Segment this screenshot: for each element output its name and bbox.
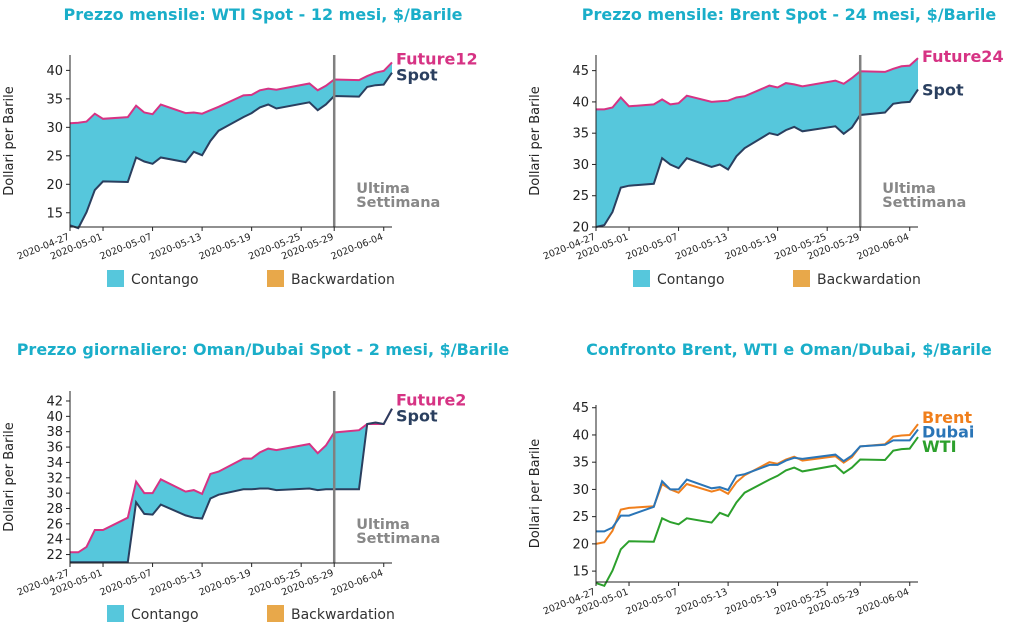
chart-panel-3: Prezzo giornaliero: Oman/Dubai Spot - 2 … bbox=[2, 340, 509, 623]
x-tick-label: 2020-05-13 bbox=[148, 568, 203, 599]
spot-label: Spot bbox=[396, 66, 438, 85]
series-label-wti: WTI bbox=[922, 437, 957, 456]
y-tick-label: 30 bbox=[572, 158, 589, 173]
legend-label-backwardation: Backwardation bbox=[291, 272, 395, 288]
legend-label-backwardation: Backwardation bbox=[817, 272, 921, 288]
y-tick-label: 15 bbox=[572, 565, 589, 580]
x-tick-label: 2020-06-04 bbox=[856, 587, 911, 618]
y-tick-label: 35 bbox=[46, 92, 63, 107]
y-tick-label: 45 bbox=[572, 64, 589, 79]
y-tick-label: 15 bbox=[46, 206, 63, 221]
y-tick-label: 42 bbox=[46, 394, 63, 409]
y-tick-label: 40 bbox=[572, 428, 589, 443]
chart-title: Prezzo giornaliero: Oman/Dubai Spot - 2 … bbox=[17, 340, 510, 359]
legend-swatch-backwardation bbox=[267, 270, 284, 287]
y-tick-label: 25 bbox=[572, 510, 589, 525]
y-axis-label: Dollari per Barile bbox=[528, 86, 543, 195]
legend-swatch-contango bbox=[633, 270, 650, 287]
y-tick-label: 40 bbox=[46, 410, 63, 425]
y-tick-label: 30 bbox=[572, 483, 589, 498]
contango-area bbox=[596, 58, 918, 227]
x-tick-label: 2020-06-04 bbox=[856, 232, 911, 263]
y-tick-label: 45 bbox=[572, 401, 589, 416]
x-tick-label: 2020-05-07 bbox=[624, 232, 679, 263]
x-tick-label: 2020-05-19 bbox=[197, 568, 252, 599]
series-line-dubai bbox=[596, 428, 919, 533]
y-tick-label: 36 bbox=[46, 441, 63, 456]
series-label-brent: Brent bbox=[922, 408, 972, 427]
y-axis-label: Dollari per Barile bbox=[528, 439, 543, 548]
spot-line bbox=[69, 72, 393, 230]
x-tick-label: 2020-05-19 bbox=[723, 232, 778, 263]
y-tick-label: 28 bbox=[46, 502, 63, 517]
y-tick-label: 30 bbox=[46, 487, 63, 502]
y-tick-label: 38 bbox=[46, 425, 63, 440]
annotation-line-2: Settimana bbox=[356, 195, 440, 211]
future-label: Future2 bbox=[396, 391, 466, 410]
future-line bbox=[69, 61, 393, 125]
x-tick-label: 2020-05-13 bbox=[674, 587, 729, 618]
spot-label: Spot bbox=[396, 407, 438, 426]
future-label: Future12 bbox=[396, 50, 478, 69]
y-tick-label: 35 bbox=[572, 456, 589, 471]
y-tick-label: 40 bbox=[46, 64, 63, 79]
y-tick-label: 25 bbox=[572, 189, 589, 204]
legend-swatch-contango bbox=[107, 270, 124, 287]
x-tick-label: 2020-05-19 bbox=[723, 587, 778, 618]
chart-panel-1: Prezzo mensile: WTI Spot - 12 mesi, $/Ba… bbox=[2, 5, 478, 288]
chart-title: Prezzo mensile: Brent Spot - 24 mesi, $/… bbox=[582, 5, 997, 24]
legend-swatch-contango bbox=[107, 605, 124, 622]
spot-line bbox=[70, 408, 393, 564]
chart-title: Prezzo mensile: WTI Spot - 12 mesi, $/Ba… bbox=[63, 5, 462, 24]
y-tick-label: 20 bbox=[572, 221, 589, 236]
y-tick-label: 22 bbox=[46, 548, 63, 563]
legend-label-backwardation: Backwardation bbox=[291, 607, 395, 623]
x-tick-label: 2020-05-07 bbox=[624, 587, 679, 618]
x-tick-label: 2020-06-04 bbox=[330, 232, 385, 263]
y-tick-label: 40 bbox=[572, 95, 589, 110]
y-axis-label: Dollari per Barile bbox=[2, 422, 17, 531]
annotation-line-1: Ultima bbox=[882, 181, 936, 197]
series-label-dubai: Dubai bbox=[922, 423, 974, 442]
x-tick-label: 2020-05-13 bbox=[148, 232, 203, 263]
y-tick-label: 26 bbox=[46, 517, 63, 532]
y-tick-label: 30 bbox=[46, 121, 63, 136]
future-line bbox=[70, 408, 393, 554]
annotation-line-1: Ultima bbox=[356, 181, 410, 197]
y-tick-label: 35 bbox=[572, 127, 589, 142]
chart-panel-4: Confronto Brent, WTI e Oman/Dubai, $/Bar… bbox=[528, 340, 992, 617]
y-tick-label: 20 bbox=[572, 537, 589, 552]
y-tick-label: 24 bbox=[46, 533, 63, 548]
y-tick-label: 32 bbox=[46, 471, 63, 486]
x-tick-label: 2020-05-07 bbox=[98, 568, 153, 599]
annotation-line-2: Settimana bbox=[356, 531, 440, 547]
y-tick-label: 20 bbox=[46, 178, 63, 193]
y-tick-label: 34 bbox=[46, 456, 63, 471]
y-axis-label: Dollari per Barile bbox=[2, 86, 17, 195]
legend-label-contango: Contango bbox=[131, 607, 199, 623]
future-label: Future24 bbox=[922, 47, 1004, 66]
x-tick-label: 2020-06-04 bbox=[330, 568, 385, 599]
annotation-line-2: Settimana bbox=[882, 195, 966, 211]
y-tick-label: 25 bbox=[46, 149, 63, 164]
chart-panel-2: Prezzo mensile: Brent Spot - 24 mesi, $/… bbox=[528, 5, 1004, 288]
x-tick-label: 2020-05-13 bbox=[674, 232, 729, 263]
x-tick-label: 2020-05-07 bbox=[98, 232, 153, 263]
legend-swatch-backwardation bbox=[793, 270, 810, 287]
x-tick-label: 2020-05-19 bbox=[197, 232, 252, 263]
legend-label-contango: Contango bbox=[657, 272, 725, 288]
series-line-brent bbox=[595, 423, 919, 545]
annotation-line-1: Ultima bbox=[356, 517, 410, 533]
spot-label: Spot bbox=[922, 80, 964, 99]
legend-label-contango: Contango bbox=[131, 272, 199, 288]
legend-swatch-backwardation bbox=[267, 605, 284, 622]
series-line-wti bbox=[595, 436, 919, 588]
future-line bbox=[596, 57, 919, 111]
chart-title: Confronto Brent, WTI e Oman/Dubai, $/Bar… bbox=[586, 340, 992, 359]
contango-area bbox=[70, 62, 392, 229]
spot-line bbox=[595, 88, 919, 228]
